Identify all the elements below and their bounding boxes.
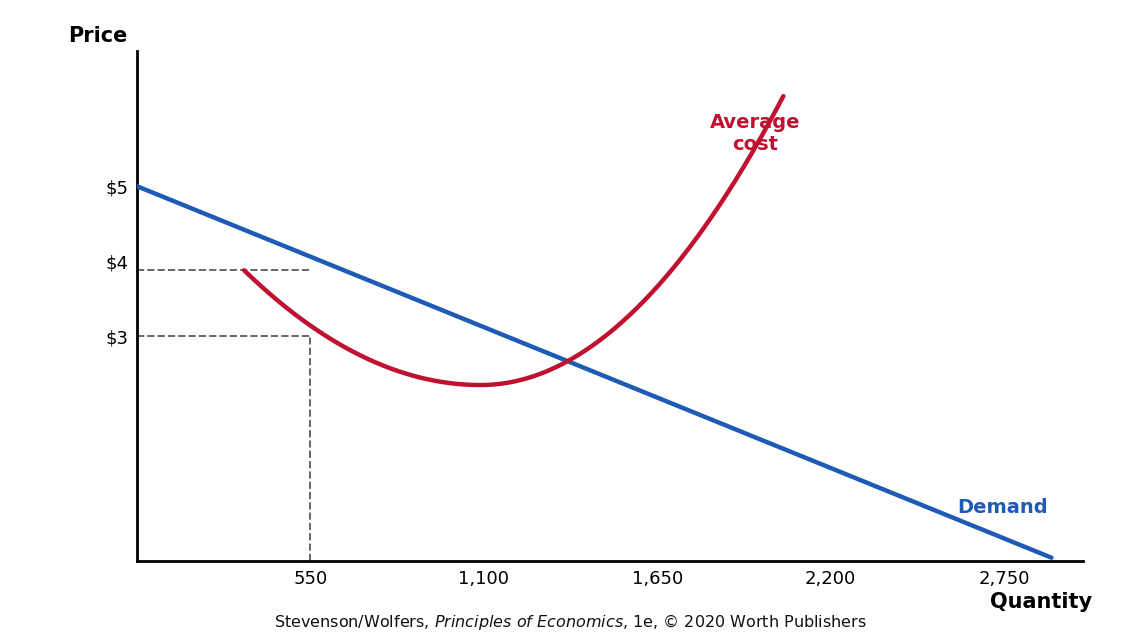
Text: Demand: Demand: [956, 498, 1048, 517]
Text: Quantity: Quantity: [991, 592, 1092, 612]
Text: Stevenson/Wolfers, $\it{Principles\ of\ Economics}$, 1e, © 2020 Worth Publishers: Stevenson/Wolfers, $\it{Principles\ of\ …: [274, 612, 866, 632]
Text: Price: Price: [68, 26, 128, 46]
Text: Average
cost: Average cost: [710, 113, 800, 154]
